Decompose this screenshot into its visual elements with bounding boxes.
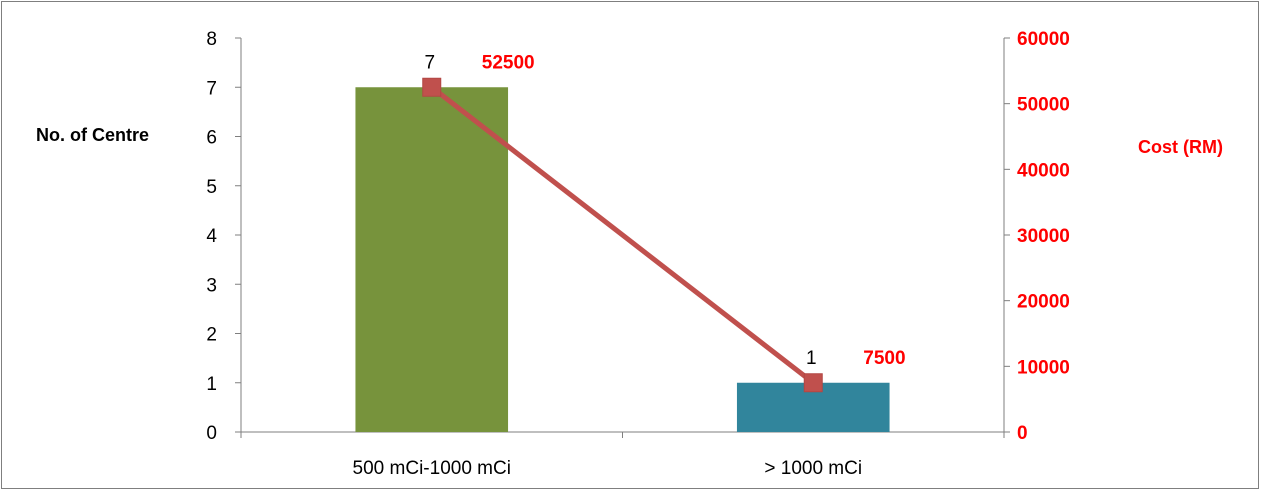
y-right-tick-label: 30000 [1017, 226, 1070, 247]
cost-marker [803, 373, 823, 393]
x-tick-label: 500 mCi-1000 mCi [353, 458, 511, 479]
y-right-axis-title: Cost (RM) [1138, 137, 1223, 157]
y-right-tick-label: 0 [1017, 423, 1028, 444]
y-right-tick-label: 10000 [1017, 357, 1070, 378]
y-right-tick-label: 50000 [1017, 95, 1070, 116]
y-left-tick-label: 7 [206, 78, 217, 99]
y-left-axis-title: No. of Centre [36, 125, 149, 145]
plot-area: 0 1 2 3 4 5 6 7 8 0 10000 20000 30000 40000 50000 60000… [206, 29, 1069, 479]
y-left-tick-label: 0 [206, 423, 217, 444]
cost-marker [422, 77, 442, 97]
y-left-tick-label: 3 [206, 275, 217, 296]
y-left-tick-label: 1 [206, 374, 217, 395]
y-right-tick-label: 60000 [1017, 29, 1070, 50]
cost-data-label: 52500 [482, 52, 535, 73]
bar-data-label: 7 [424, 52, 435, 73]
y-right-tick-label: 20000 [1017, 292, 1070, 313]
y-left-tick-label: 2 [206, 325, 217, 346]
cost-data-label: 7500 [863, 348, 905, 369]
y-left-tick-label: 4 [206, 226, 217, 247]
y-left-tick-label: 8 [206, 29, 217, 50]
bar [355, 87, 509, 432]
cost-line [430, 85, 815, 385]
y-left-tick-label: 5 [206, 177, 217, 198]
y-left-tick-label: 6 [206, 128, 217, 149]
bar-data-label: 1 [806, 348, 817, 369]
x-tick-label: > 1000 mCi [764, 458, 862, 479]
y-right-tick-label: 40000 [1017, 160, 1070, 181]
